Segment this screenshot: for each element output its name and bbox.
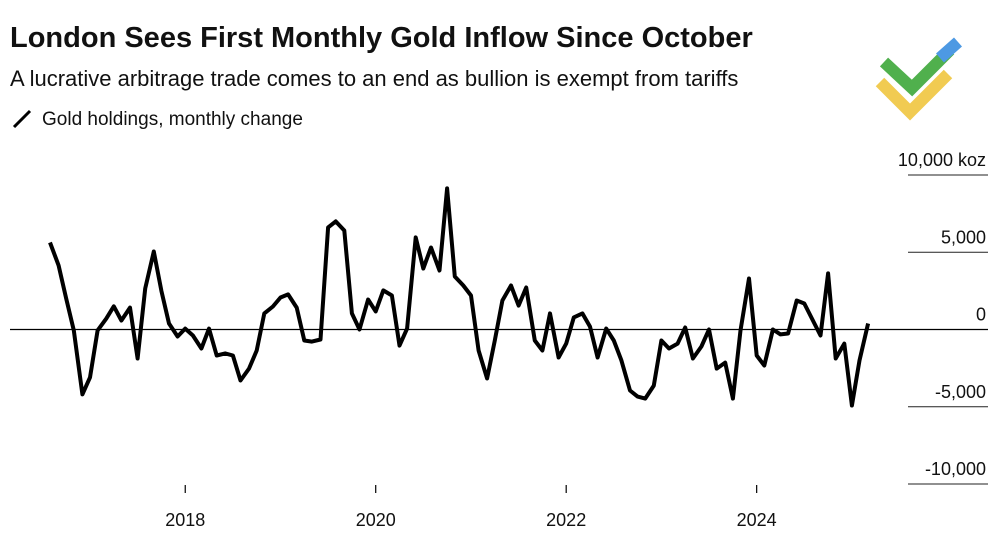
chart-subtitle: A lucrative arbitrage trade comes to an …	[10, 66, 738, 91]
logo-part	[879, 45, 955, 97]
data-line	[48, 186, 871, 408]
y-tick-label: -10,000	[925, 459, 986, 479]
x-tick-label: 2020	[356, 510, 396, 530]
logo	[875, 37, 962, 121]
x-tick-label: 2018	[165, 510, 205, 530]
x-tick-label: 2022	[546, 510, 586, 530]
x-tick-label: 2024	[737, 510, 777, 530]
logo-part	[936, 37, 962, 63]
y-tick-label: 5,000	[941, 227, 986, 247]
legend-swatch	[12, 109, 32, 129]
chart-title: London Sees First Monthly Gold Inflow Si…	[10, 22, 753, 54]
y-tick-label: 10,000 koz	[898, 150, 986, 170]
y-tick-label: -5,000	[935, 382, 986, 402]
y-tick-label: 0	[976, 305, 986, 325]
logo-part	[875, 69, 953, 121]
legend-label: Gold holdings, monthly change	[42, 109, 303, 130]
